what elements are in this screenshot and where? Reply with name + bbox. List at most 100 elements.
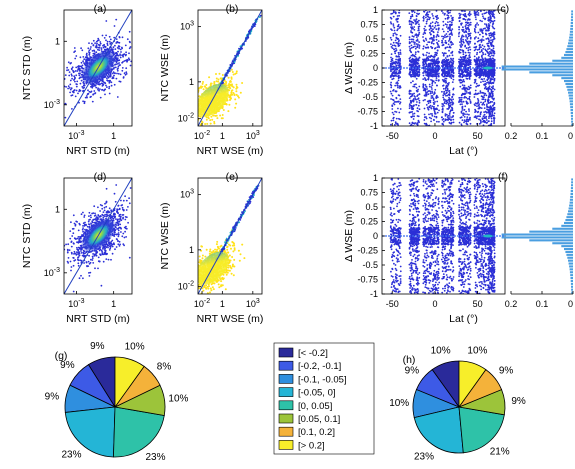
x-tick-label: 50	[473, 299, 483, 309]
y-tick-label: 103	[180, 189, 194, 200]
panel-e: 10-2 1 103 10-2 1 103 NRT WSE (m) NTC WSE (m) (e…	[159, 171, 263, 325]
histogram-bar	[566, 85, 573, 88]
x-tick-label: 0	[432, 131, 437, 141]
legend-swatch	[278, 440, 294, 450]
pie-slice-label: 23%	[414, 451, 434, 462]
histogram-bar	[571, 291, 573, 294]
legend-swatch	[278, 374, 294, 384]
histogram-bar	[552, 74, 573, 77]
histogram-bar	[568, 262, 573, 265]
y-tick-label: 1	[189, 245, 194, 255]
y-tick-label: 0.75	[360, 188, 378, 198]
axes-frame	[63, 9, 133, 127]
pie-slice	[413, 406, 464, 454]
legend-label: [0.05, 0.1]	[298, 414, 340, 425]
pie-slice-label: 10%	[389, 398, 409, 409]
histogram-bar	[571, 178, 573, 181]
x-tick-label: 50	[473, 131, 483, 141]
pie-slice-label: 9%	[511, 396, 526, 407]
x-tick-label: 103	[246, 130, 260, 141]
y-tick-label: 10-3	[44, 99, 60, 110]
histogram-bar	[552, 227, 573, 230]
y-tick-label: 103	[180, 21, 194, 32]
histogram-bar	[570, 27, 573, 30]
y-tick-label: -0.75	[357, 107, 378, 117]
x-tick-label: 0.2	[505, 299, 518, 309]
x-tick-label: 0	[432, 299, 437, 309]
y-tick-label: 0	[373, 63, 378, 73]
x-tick-label: 0.1	[536, 299, 549, 309]
pie-legend: [< -0.2] [-0.2, -0.1] [-0.1, -0.05] [-0.05,…	[273, 342, 375, 455]
y-tick-label: 1	[373, 173, 378, 183]
histogram-bar	[570, 22, 573, 25]
x-axis-label: NRT WSE (m)	[197, 313, 264, 325]
x-tick-label: 1	[111, 131, 116, 141]
panel-label: (c)	[497, 3, 509, 15]
y-tick-label: 0.25	[360, 217, 378, 227]
panel-a: 10-3 1 10-3 1 NRT STD (m) NTC STD (m) (a)	[21, 3, 133, 157]
histogram-bar	[568, 39, 573, 42]
pie-slice-label: 9%	[45, 392, 60, 403]
histogram-bar	[568, 259, 573, 262]
x-axis-label: NRT STD (m)	[66, 313, 130, 325]
histogram-bar	[568, 210, 573, 213]
legend-frame	[273, 342, 375, 455]
x-axis-label: NRT WSE (m)	[197, 145, 264, 157]
legend-swatch	[278, 400, 294, 411]
histogram-bar	[561, 56, 573, 59]
histogram-bar	[571, 10, 573, 13]
histogram-bar	[568, 42, 573, 45]
legend-label: [0, 0.05]	[298, 401, 332, 412]
histogram-bar	[570, 190, 573, 193]
y-axis-label: NTC STD (m)	[21, 36, 33, 100]
x-axis-label: Lat (°)	[449, 313, 478, 325]
histogram-bar	[570, 109, 573, 112]
histogram-bar	[570, 24, 573, 27]
histogram-bar	[569, 204, 573, 207]
histogram-bar	[570, 195, 573, 198]
histogram-bar	[571, 184, 573, 187]
x-tick-label: 10-2	[194, 298, 210, 309]
y-tick-label: 10-2	[178, 281, 194, 292]
pie-slice	[458, 406, 505, 454]
histogram-bar	[569, 30, 573, 33]
histogram-bar	[564, 53, 573, 56]
axes-frame	[197, 9, 263, 127]
y-tick-label: 1	[55, 36, 60, 46]
histogram-bar	[564, 248, 573, 251]
x-tick-label: -50	[386, 131, 399, 141]
y-tick-label: -1	[370, 121, 378, 131]
x-tick-label: -50	[386, 299, 399, 309]
legend-label: [-0.1, -0.05]	[298, 374, 347, 385]
y-tick-label: -0.5	[362, 260, 378, 270]
pie-slice-label: 10%	[431, 345, 451, 356]
histogram-bar	[570, 111, 573, 114]
panel-label: (f)	[498, 171, 508, 183]
y-tick-label: 1	[373, 5, 378, 15]
identity-line	[64, 178, 132, 294]
y-tick-label: -0.25	[357, 246, 378, 256]
panel-f: -50 0 50 -1 -0.75 -0.5 -0.25 0 0.25 0.5 0.75 1 Lat (…	[343, 171, 574, 325]
pie-slice	[114, 356, 145, 409]
histogram-bar	[561, 77, 573, 80]
histogram-bar	[570, 106, 573, 109]
histogram-bar	[570, 114, 573, 117]
histogram-bar	[571, 117, 573, 120]
histogram-bar	[569, 198, 573, 201]
y-tick-label: 0.25	[360, 49, 378, 59]
y-tick-label: -0.5	[362, 92, 378, 102]
pie-slice-label: 10%	[125, 342, 145, 353]
histogram-bar	[571, 123, 573, 126]
pie-slice-label: 21%	[490, 447, 510, 458]
y-tick-label: -0.75	[357, 275, 378, 285]
x-tick-label: 10-3	[68, 130, 84, 141]
histogram-bar	[571, 181, 573, 184]
axes-frame	[63, 177, 133, 295]
histogram-bar	[569, 36, 573, 39]
histogram-bar	[566, 253, 573, 256]
histogram-bar	[570, 277, 573, 280]
histogram-bar	[567, 213, 573, 216]
pie-slice	[64, 406, 116, 458]
histogram: 0.2 0.1 0	[501, 178, 574, 309]
panel-label: (e)	[226, 171, 239, 183]
